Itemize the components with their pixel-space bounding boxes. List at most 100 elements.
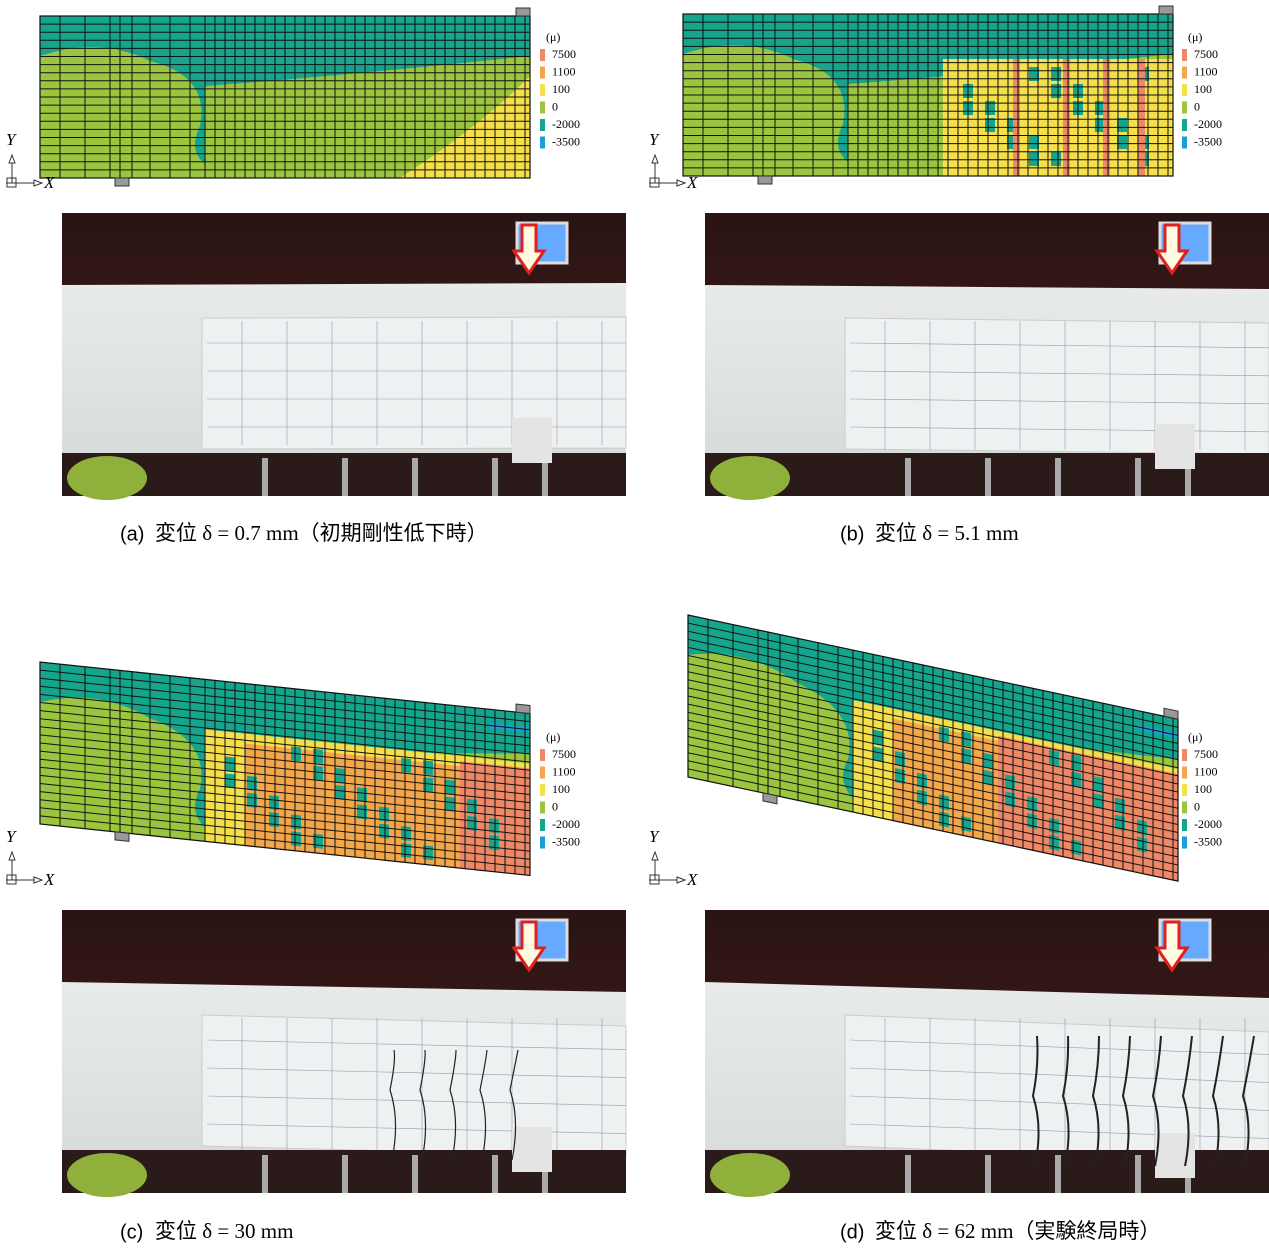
panel: (μ)750011001000-2000-3500YX(d)変位 δ = 62 … [649,607,1269,1243]
region [1103,59,1110,221]
axis-arrow [677,877,685,883]
region [1063,59,1070,221]
region [225,773,235,788]
legend-label: 7500 [552,747,576,761]
contour-plot [40,8,530,186]
photo [62,910,626,1197]
legend-swatch [1182,819,1187,831]
panel: (μ)750011001000-2000-3500YX(a)変位 δ = 0.7… [6,8,626,545]
photo-block [1155,424,1195,469]
legend-label: -3500 [1194,834,1222,848]
photo-post [905,458,911,496]
legend-swatch [1182,802,1187,814]
legend-label: -2000 [1194,117,1222,131]
axis-arrow [34,877,42,883]
region [335,785,345,800]
legend-swatch [540,137,545,149]
legend-label: 0 [1194,799,1200,813]
photo-post [492,1155,498,1193]
legend-swatch [1182,749,1187,761]
region [1013,59,1020,221]
region [225,756,235,771]
legend-label: 100 [552,782,570,796]
photo-post [412,1155,418,1193]
photo-post [1055,1155,1061,1193]
region [445,780,455,795]
support [516,8,530,16]
axis-label-y: Y [649,827,660,846]
legend-label: 100 [552,82,570,96]
photo-post [342,458,348,496]
legend-swatch [1182,67,1187,79]
region [291,831,301,846]
legend-swatch [540,837,545,849]
legend-label: 1100 [1194,764,1218,778]
legend-swatch [1182,49,1187,61]
axis-label-x: X [43,870,55,889]
photo-post [492,458,498,496]
legend-label: 100 [1194,782,1212,796]
photo-post [412,458,418,496]
caption: 変位 δ = 30 mm [155,1219,293,1243]
axis-arrow [34,180,42,186]
caption-label: (d) [840,1221,864,1243]
caption: 変位 δ = 62 mm（実験終局時） [875,1219,1160,1243]
legend-unit: (μ) [546,730,560,744]
support [115,178,129,186]
axis-label-y: Y [649,130,660,149]
legend-unit: (μ) [1188,730,1202,744]
legend-swatch [540,749,545,761]
legend-label: -2000 [1194,817,1222,831]
legend-swatch [1182,837,1187,849]
legend-swatch [540,67,545,79]
support [1159,6,1173,14]
legend-label: 1100 [1194,64,1218,78]
support [516,704,530,713]
legend-swatch [540,119,545,131]
caption-label: (a) [120,523,144,545]
legend-swatch [1182,102,1187,114]
axis-label-x: X [43,173,55,192]
legend-label: 0 [552,99,558,113]
photo-post [262,458,268,496]
legend-label: 1100 [552,64,576,78]
legend-label: 100 [1194,82,1212,96]
photo-panel [845,318,1269,454]
photo-post [542,458,548,496]
legend-swatch [540,784,545,796]
photo-block [512,418,552,463]
legend-swatch [1182,119,1187,131]
region [1051,152,1061,166]
photo-cylinder [710,456,790,500]
legend-label: 7500 [1194,747,1218,761]
region [1049,835,1059,851]
axis-arrow [652,852,658,860]
mesh [683,14,1173,176]
legend-swatch [1182,137,1187,149]
caption: 変位 δ = 5.1 mm [875,521,1019,545]
region [1138,59,1145,221]
photo-cylinder [67,456,147,500]
axis-arrow [677,180,685,186]
figure: (μ)750011001000-2000-3500YX(a)変位 δ = 0.7… [0,0,1269,1247]
legend-label: -3500 [1194,134,1222,148]
axis-label-y: Y [6,827,17,846]
photo [705,910,1269,1197]
photo-post [1135,458,1141,496]
support [758,176,772,184]
region [335,768,345,783]
legend-swatch [1182,767,1187,779]
legend-label: 0 [552,799,558,813]
photo-post [342,1155,348,1193]
axis-arrow [652,155,658,163]
legend-label: 0 [1194,99,1200,113]
caption-label: (c) [120,1221,143,1243]
legend-swatch [540,102,545,114]
legend-label: 7500 [552,47,576,61]
photo-post [262,1155,268,1193]
photo-post [1055,458,1061,496]
photo-panel [845,1015,1269,1163]
legend-label: -3500 [552,834,580,848]
region [985,118,995,132]
photo-panel [202,317,626,449]
